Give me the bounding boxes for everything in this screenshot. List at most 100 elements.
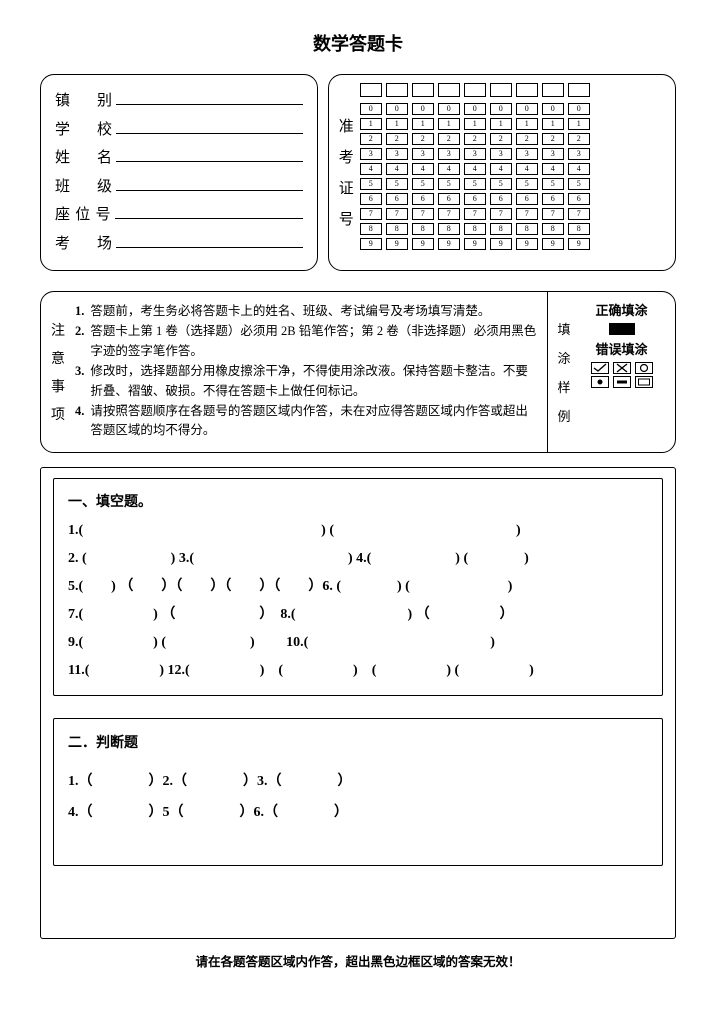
bubble-cell[interactable]: 6: [464, 193, 486, 205]
bubble-cell[interactable]: 6: [438, 193, 460, 205]
bubble-cell[interactable]: 1: [542, 118, 564, 130]
bubble-cell[interactable]: 2: [490, 133, 512, 145]
bubble-cell[interactable]: 2: [386, 133, 408, 145]
bubble-cell[interactable]: 2: [464, 133, 486, 145]
bubble-cell[interactable]: 6: [412, 193, 434, 205]
bubble-cell[interactable]: 2: [516, 133, 538, 145]
bubble-cell[interactable]: 0: [360, 103, 382, 115]
bubble-cell[interactable]: 7: [542, 208, 564, 220]
bubble-cell[interactable]: 4: [516, 163, 538, 175]
admission-digit-box[interactable]: [490, 83, 512, 97]
bubble-cell[interactable]: 4: [386, 163, 408, 175]
bubble-cell[interactable]: 0: [386, 103, 408, 115]
bubble-cell[interactable]: 3: [542, 148, 564, 160]
admission-digit-box[interactable]: [516, 83, 538, 97]
bubble-cell[interactable]: 1: [412, 118, 434, 130]
bubble-cell[interactable]: 6: [490, 193, 512, 205]
bubble-cell[interactable]: 6: [542, 193, 564, 205]
bubble-cell[interactable]: 5: [438, 178, 460, 190]
judge-line[interactable]: 1.（ ）2.（ ）3.（ ）: [68, 767, 648, 798]
bubble-cell[interactable]: 5: [516, 178, 538, 190]
bubble-cell[interactable]: 0: [490, 103, 512, 115]
bubble-cell[interactable]: 0: [412, 103, 434, 115]
bubble-cell[interactable]: 9: [464, 238, 486, 250]
bubble-cell[interactable]: 0: [542, 103, 564, 115]
bubble-cell[interactable]: 1: [516, 118, 538, 130]
bubble-cell[interactable]: 7: [464, 208, 486, 220]
bubble-cell[interactable]: 7: [386, 208, 408, 220]
admission-digit-box[interactable]: [438, 83, 460, 97]
bubble-cell[interactable]: 3: [386, 148, 408, 160]
admission-digit-box[interactable]: [386, 83, 408, 97]
bubble-cell[interactable]: 5: [412, 178, 434, 190]
bubble-cell[interactable]: 4: [412, 163, 434, 175]
bubble-cell[interactable]: 7: [516, 208, 538, 220]
bubble-cell[interactable]: 8: [516, 223, 538, 235]
bubble-cell[interactable]: 3: [464, 148, 486, 160]
bubble-cell[interactable]: 2: [412, 133, 434, 145]
bubble-cell[interactable]: 0: [464, 103, 486, 115]
bubble-cell[interactable]: 9: [542, 238, 564, 250]
bubble-cell[interactable]: 5: [490, 178, 512, 190]
bubble-cell[interactable]: 2: [568, 133, 590, 145]
fill-blank-line[interactable]: 1.( ) ( ): [68, 517, 648, 545]
bubble-cell[interactable]: 1: [386, 118, 408, 130]
bubble-cell[interactable]: 8: [464, 223, 486, 235]
info-field-line[interactable]: [116, 234, 303, 248]
bubble-cell[interactable]: 9: [412, 238, 434, 250]
info-field-line[interactable]: [116, 120, 303, 134]
bubble-cell[interactable]: 7: [412, 208, 434, 220]
bubble-cell[interactable]: 5: [542, 178, 564, 190]
bubble-cell[interactable]: 6: [386, 193, 408, 205]
bubble-cell[interactable]: 3: [438, 148, 460, 160]
bubble-cell[interactable]: 8: [386, 223, 408, 235]
bubble-cell[interactable]: 9: [568, 238, 590, 250]
info-field-line[interactable]: [116, 149, 303, 163]
bubble-cell[interactable]: 6: [360, 193, 382, 205]
bubble-cell[interactable]: 7: [490, 208, 512, 220]
fill-blank-line[interactable]: 9.( ) ( ) 10.( ): [68, 629, 648, 657]
admission-digit-box[interactable]: [412, 83, 434, 97]
bubble-cell[interactable]: 0: [516, 103, 538, 115]
admission-digit-box[interactable]: [360, 83, 382, 97]
judge-line[interactable]: 4.（ ）5（ ）6.（ ）: [68, 798, 648, 829]
bubble-cell[interactable]: 3: [568, 148, 590, 160]
bubble-cell[interactable]: 3: [516, 148, 538, 160]
bubble-cell[interactable]: 4: [490, 163, 512, 175]
fill-blank-line[interactable]: 7.( ) （ ） 8.( ) （ ）: [68, 601, 648, 629]
bubble-cell[interactable]: 9: [360, 238, 382, 250]
bubble-cell[interactable]: 3: [490, 148, 512, 160]
bubble-cell[interactable]: 9: [490, 238, 512, 250]
admission-digit-box[interactable]: [542, 83, 564, 97]
bubble-cell[interactable]: 4: [542, 163, 564, 175]
bubble-cell[interactable]: 5: [464, 178, 486, 190]
bubble-cell[interactable]: 6: [516, 193, 538, 205]
bubble-cell[interactable]: 9: [386, 238, 408, 250]
bubble-cell[interactable]: 1: [438, 118, 460, 130]
bubble-cell[interactable]: 3: [360, 148, 382, 160]
bubble-cell[interactable]: 8: [360, 223, 382, 235]
info-field-line[interactable]: [115, 206, 303, 220]
bubble-cell[interactable]: 4: [438, 163, 460, 175]
bubble-cell[interactable]: 1: [568, 118, 590, 130]
bubble-cell[interactable]: 1: [490, 118, 512, 130]
fill-blank-line[interactable]: 11.( ) 12.( ) ( ) ( ) ( ): [68, 657, 648, 685]
bubble-cell[interactable]: 2: [360, 133, 382, 145]
bubble-cell[interactable]: 7: [438, 208, 460, 220]
bubble-cell[interactable]: 4: [360, 163, 382, 175]
bubble-cell[interactable]: 4: [464, 163, 486, 175]
bubble-cell[interactable]: 5: [386, 178, 408, 190]
bubble-cell[interactable]: 7: [568, 208, 590, 220]
bubble-cell[interactable]: 8: [490, 223, 512, 235]
fill-blank-line[interactable]: 2. ( ) 3.( ) 4.( ) ( ): [68, 545, 648, 573]
bubble-cell[interactable]: 8: [412, 223, 434, 235]
bubble-cell[interactable]: 2: [542, 133, 564, 145]
bubble-cell[interactable]: 4: [568, 163, 590, 175]
bubble-cell[interactable]: 0: [568, 103, 590, 115]
bubble-cell[interactable]: 0: [438, 103, 460, 115]
admission-digit-box[interactable]: [568, 83, 590, 97]
bubble-cell[interactable]: 9: [516, 238, 538, 250]
bubble-cell[interactable]: 9: [438, 238, 460, 250]
bubble-cell[interactable]: 3: [412, 148, 434, 160]
bubble-cell[interactable]: 6: [568, 193, 590, 205]
